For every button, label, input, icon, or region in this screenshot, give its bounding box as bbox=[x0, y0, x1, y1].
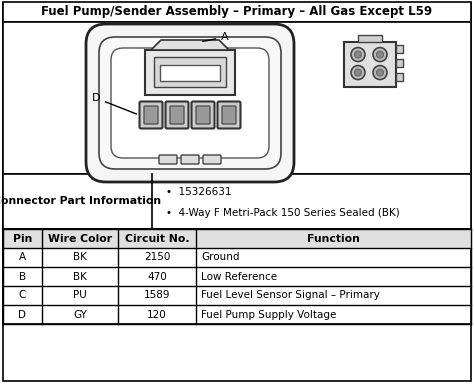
FancyBboxPatch shape bbox=[170, 106, 184, 124]
Circle shape bbox=[373, 48, 387, 61]
Text: C: C bbox=[19, 291, 26, 301]
Bar bbox=[145, 50, 235, 95]
Text: •  15326631: • 15326631 bbox=[166, 187, 231, 197]
Bar bbox=[3, 174, 471, 229]
Bar bbox=[3, 229, 471, 324]
Text: A: A bbox=[203, 32, 229, 42]
Text: BK: BK bbox=[73, 271, 87, 281]
FancyBboxPatch shape bbox=[86, 24, 294, 182]
Text: Connector Part Information: Connector Part Information bbox=[0, 197, 162, 207]
FancyBboxPatch shape bbox=[181, 155, 199, 164]
Circle shape bbox=[351, 66, 365, 79]
Bar bbox=[3, 2, 471, 22]
Text: PU: PU bbox=[73, 291, 87, 301]
FancyBboxPatch shape bbox=[191, 101, 215, 129]
Text: Circuit No.: Circuit No. bbox=[125, 233, 189, 243]
Circle shape bbox=[373, 66, 387, 79]
Text: 120: 120 bbox=[147, 310, 167, 319]
Text: Ground: Ground bbox=[201, 253, 239, 263]
Bar bbox=[396, 73, 403, 81]
Text: •  4-Way F Metri-Pack 150 Series Sealed (BK): • 4-Way F Metri-Pack 150 Series Sealed (… bbox=[166, 207, 400, 217]
Circle shape bbox=[351, 48, 365, 61]
Text: Fuel Pump Supply Voltage: Fuel Pump Supply Voltage bbox=[201, 310, 337, 319]
Polygon shape bbox=[151, 40, 229, 50]
Circle shape bbox=[355, 69, 362, 76]
FancyBboxPatch shape bbox=[159, 155, 177, 164]
Bar bbox=[3, 229, 471, 248]
Bar bbox=[396, 59, 403, 67]
Text: Wire Color: Wire Color bbox=[48, 233, 112, 243]
Text: Function: Function bbox=[307, 233, 360, 243]
Text: D: D bbox=[91, 93, 137, 114]
Bar bbox=[154, 57, 226, 87]
Bar bbox=[3, 22, 471, 174]
Text: B: B bbox=[19, 271, 26, 281]
Circle shape bbox=[355, 51, 362, 58]
Bar bbox=[396, 45, 403, 53]
Text: Pin: Pin bbox=[13, 233, 32, 243]
FancyBboxPatch shape bbox=[99, 37, 281, 169]
FancyBboxPatch shape bbox=[196, 106, 210, 124]
FancyBboxPatch shape bbox=[222, 106, 236, 124]
Text: 470: 470 bbox=[147, 271, 167, 281]
Bar bbox=[358, 35, 382, 42]
Text: 1589: 1589 bbox=[144, 291, 170, 301]
FancyBboxPatch shape bbox=[144, 106, 158, 124]
Circle shape bbox=[376, 69, 383, 76]
FancyBboxPatch shape bbox=[165, 101, 189, 129]
Text: GY: GY bbox=[73, 310, 87, 319]
Text: Low Reference: Low Reference bbox=[201, 271, 277, 281]
Text: D: D bbox=[18, 310, 27, 319]
Bar bbox=[160, 65, 220, 81]
Text: Fuel Pump/Sender Assembly – Primary – All Gas Except L59: Fuel Pump/Sender Assembly – Primary – Al… bbox=[41, 5, 433, 18]
FancyBboxPatch shape bbox=[218, 101, 240, 129]
Bar bbox=[344, 42, 396, 87]
Text: Fuel Level Sensor Signal – Primary: Fuel Level Sensor Signal – Primary bbox=[201, 291, 380, 301]
FancyBboxPatch shape bbox=[111, 48, 269, 158]
Text: BK: BK bbox=[73, 253, 87, 263]
FancyBboxPatch shape bbox=[203, 155, 221, 164]
Text: A: A bbox=[19, 253, 26, 263]
Text: 2150: 2150 bbox=[144, 253, 170, 263]
FancyBboxPatch shape bbox=[139, 101, 163, 129]
Circle shape bbox=[376, 51, 383, 58]
